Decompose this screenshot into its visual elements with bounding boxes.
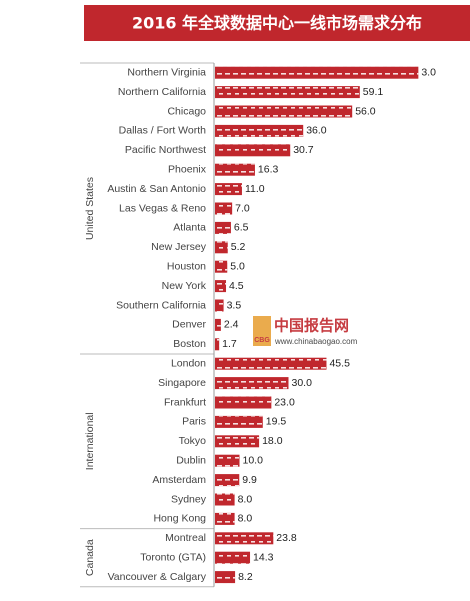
- category-label: Austin & San Antonio: [107, 183, 206, 195]
- bar-texture: [215, 163, 255, 176]
- bar-texture: [215, 144, 291, 157]
- value-label: 23.8: [276, 532, 297, 544]
- category-label: Southern California: [116, 299, 206, 311]
- watermark-brand: 中国报告网: [274, 317, 349, 335]
- bar-texture: [215, 66, 419, 79]
- value-label: 56.0: [355, 105, 376, 117]
- category-label: Northern Virginia: [127, 66, 206, 78]
- value-label: 8.0: [238, 513, 253, 525]
- title-banner: [84, 5, 470, 41]
- bar-texture: [215, 183, 242, 196]
- bar-texture: [215, 280, 227, 293]
- value-label: 30.0: [292, 377, 313, 389]
- value-label: 16.3: [258, 163, 279, 175]
- value-label: 6.5: [234, 222, 249, 234]
- bar-texture: [215, 299, 224, 312]
- watermark: CBG 中国报告网 www.chinabaogao.com: [253, 316, 358, 346]
- category-label: Chicago: [167, 105, 206, 117]
- category-label: Sydney: [171, 493, 207, 505]
- bar-texture: [215, 454, 240, 467]
- value-label: 19.5: [266, 416, 287, 428]
- value-label: 45.5: [329, 357, 350, 369]
- group-label: United States: [84, 177, 96, 240]
- value-label: 5.0: [230, 260, 245, 272]
- value-label: 10.0: [243, 454, 264, 466]
- value-label: 30.7: [293, 144, 314, 156]
- value-label: 36.0: [306, 125, 327, 137]
- group-label: Canada: [84, 539, 96, 576]
- category-label: Dublin: [176, 454, 206, 466]
- value-label: 18.0: [262, 435, 283, 447]
- watermark-logo: CBG: [254, 337, 270, 344]
- category-label: Amsterdam: [152, 474, 206, 486]
- category-label: Montreal: [165, 532, 206, 544]
- bar-texture: [215, 435, 260, 448]
- value-label: 2.4: [224, 319, 239, 331]
- category-label: Pacific Northwest: [125, 144, 206, 156]
- bar-texture: [215, 221, 231, 234]
- value-label: 14.3: [253, 551, 274, 563]
- bar-texture: [215, 493, 235, 506]
- category-label: New York: [162, 280, 207, 292]
- value-label: 1.7: [222, 338, 237, 350]
- category-label: Atlanta: [173, 222, 206, 234]
- category-label: Singapore: [158, 377, 206, 389]
- bar-texture: [215, 202, 233, 215]
- bar-texture: [215, 241, 228, 254]
- category-label: Houston: [167, 260, 206, 272]
- bar-texture: [215, 415, 263, 428]
- bar-texture: [215, 474, 240, 487]
- category-label: New Jersey: [151, 241, 207, 253]
- value-label: 3.5: [227, 299, 242, 311]
- chart-title: 2016 年全球数据中心一线市场需求分布: [132, 14, 422, 33]
- value-label: 7.0: [235, 202, 250, 214]
- bar-texture: [215, 377, 289, 390]
- bar-texture: [215, 571, 236, 584]
- bar-texture: [215, 512, 235, 525]
- bar-texture: [215, 105, 353, 118]
- category-label: Frankfurt: [164, 396, 206, 408]
- category-label: Las Vegas & Reno: [119, 202, 206, 214]
- bar-texture: [215, 318, 221, 331]
- bar-texture: [215, 260, 228, 273]
- category-label: Dallas / Fort Worth: [119, 125, 206, 137]
- group-label: International: [84, 412, 96, 470]
- bar-texture: [215, 357, 327, 370]
- category-label: London: [171, 357, 206, 369]
- value-label: 8.0: [238, 493, 253, 505]
- value-label: 8.2: [238, 571, 253, 583]
- bar-texture: [215, 86, 360, 99]
- bar-texture: [215, 338, 220, 351]
- value-label: 11.0: [245, 183, 265, 195]
- category-label: Tokyo: [179, 435, 207, 447]
- watermark-url: www.chinabaogao.com: [274, 337, 358, 346]
- bar-texture: [215, 124, 304, 137]
- value-label: 23.0: [274, 396, 295, 408]
- category-label: Denver: [172, 319, 206, 331]
- bar-texture: [215, 551, 251, 564]
- bar-texture: [215, 532, 274, 545]
- category-label: Vancouver & Calgary: [108, 571, 207, 583]
- category-label: Phoenix: [168, 163, 207, 175]
- bar-texture: [215, 396, 272, 409]
- value-label: 3.0: [421, 66, 436, 78]
- category-label: Paris: [182, 416, 206, 428]
- category-label: Northern California: [118, 86, 206, 98]
- watermark-logo-box: [253, 316, 271, 346]
- category-label: Boston: [173, 338, 206, 350]
- category-label: Hong Kong: [153, 513, 206, 525]
- value-label: 4.5: [229, 280, 244, 292]
- value-label: 5.2: [231, 241, 246, 253]
- value-label: 59.1: [363, 86, 384, 98]
- value-label: 9.9: [242, 474, 257, 486]
- category-label: Toronto (GTA): [140, 551, 206, 563]
